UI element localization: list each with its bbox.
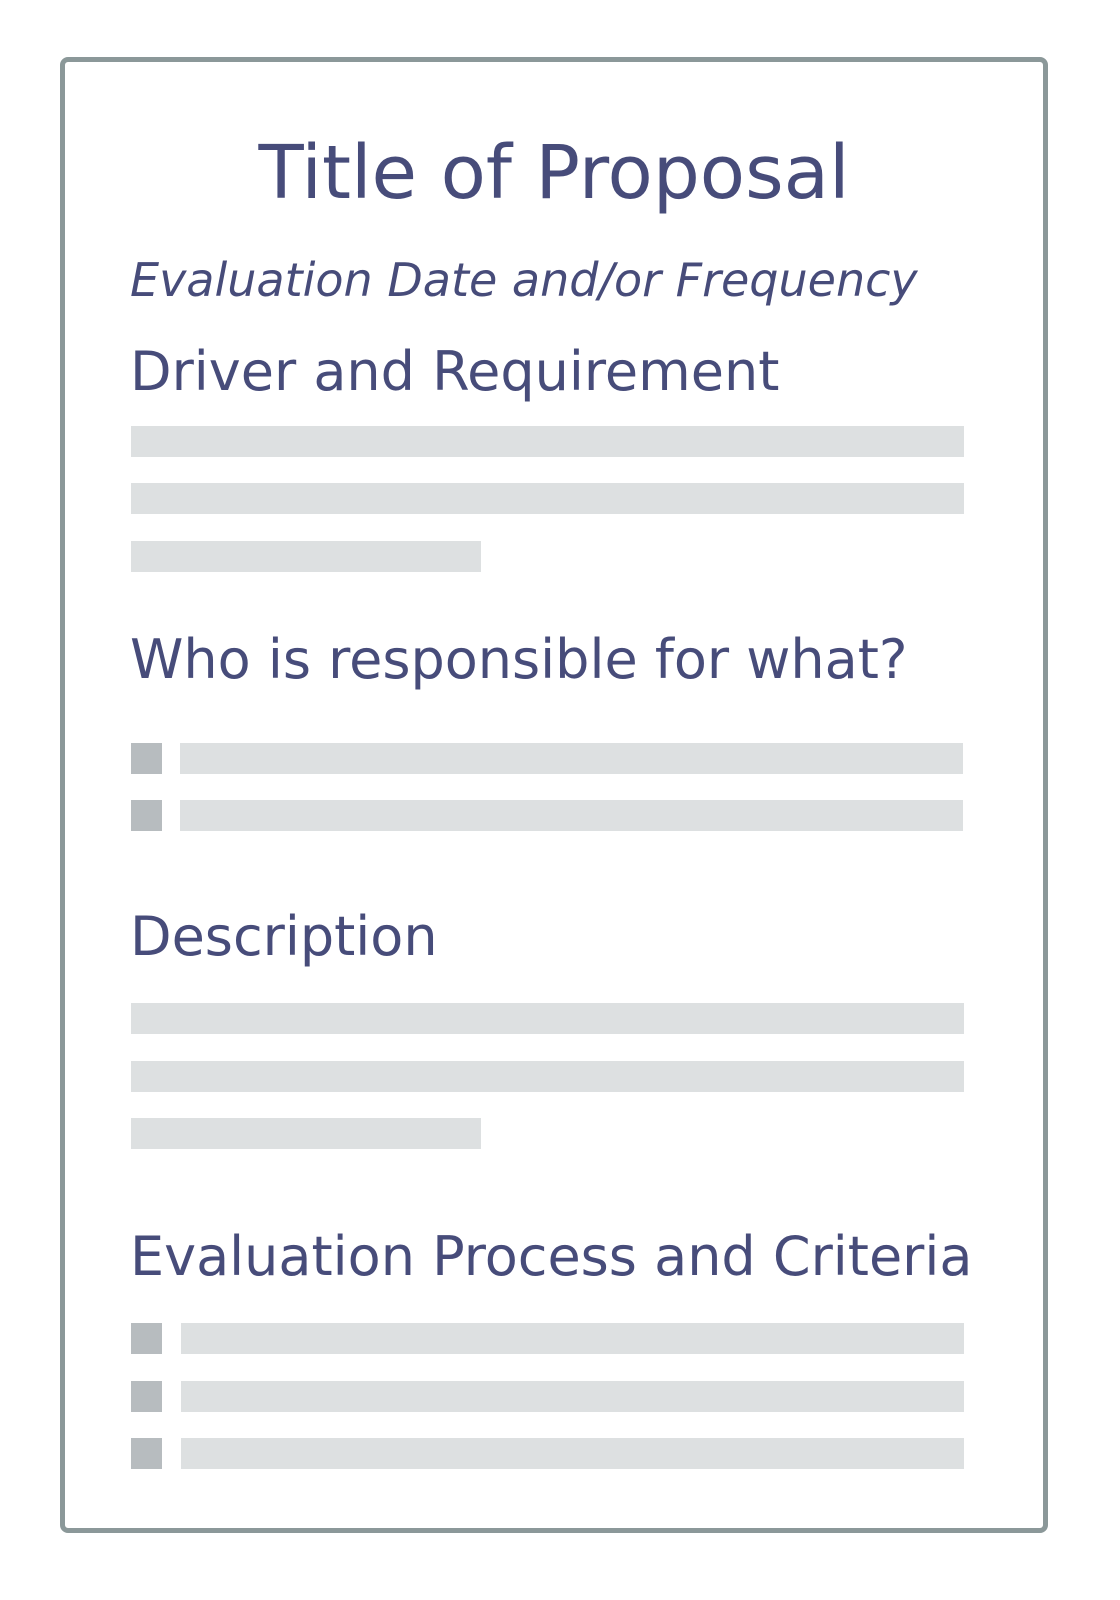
section-heading-responsibilities: Who is responsible for what?: [130, 628, 908, 691]
placeholder-text-line: [131, 483, 964, 514]
placeholder-list-line: [180, 743, 963, 774]
list-bullet: [131, 1323, 162, 1354]
proposal-card: Title of Proposal Evaluation Date and/or…: [60, 57, 1048, 1533]
placeholder-text-line: [131, 426, 964, 457]
evaluation-date-subtitle: Evaluation Date and/or Frequency: [130, 253, 918, 307]
placeholder-text-line: [131, 1003, 964, 1034]
list-bullet: [131, 743, 162, 774]
section-heading-evaluation-process: Evaluation Process and Criteria: [130, 1225, 973, 1288]
list-bullet: [131, 800, 162, 831]
section-heading-driver-requirement: Driver and Requirement: [130, 340, 780, 403]
section-heading-description: Description: [130, 905, 438, 968]
list-bullet: [131, 1381, 162, 1412]
placeholder-text-line: [131, 1061, 964, 1092]
placeholder-list-line: [181, 1381, 964, 1412]
placeholder-text-line: [131, 1118, 481, 1149]
placeholder-list-line: [180, 800, 963, 831]
placeholder-list-line: [181, 1323, 964, 1354]
list-bullet: [131, 1438, 162, 1469]
proposal-title: Title of Proposal: [258, 130, 850, 216]
placeholder-text-line: [131, 541, 481, 572]
placeholder-list-line: [181, 1438, 964, 1469]
